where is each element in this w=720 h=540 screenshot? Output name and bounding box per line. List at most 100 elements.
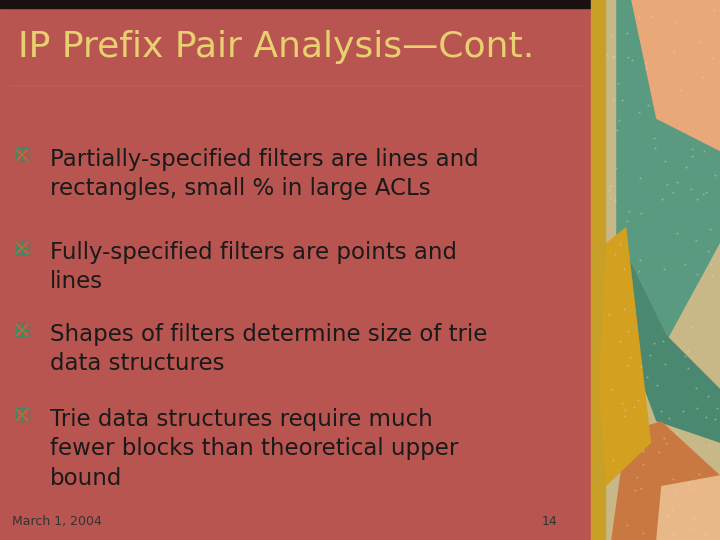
Point	[621, 521, 633, 529]
Bar	[591, 0, 606, 540]
Point	[649, 143, 661, 152]
Point	[680, 163, 692, 172]
Polygon shape	[616, 0, 720, 351]
Point	[677, 406, 688, 415]
Point	[708, 5, 720, 14]
Point	[709, 415, 720, 423]
Polygon shape	[611, 421, 720, 540]
Point	[623, 207, 634, 215]
Point	[636, 529, 648, 537]
Point	[618, 264, 630, 273]
Point	[644, 351, 655, 360]
Point	[663, 414, 675, 422]
Point	[667, 506, 678, 515]
Point	[697, 190, 708, 198]
Point	[692, 194, 703, 203]
Point	[658, 264, 670, 273]
Point	[616, 399, 628, 407]
Point	[623, 53, 634, 62]
Point	[647, 12, 658, 21]
Point	[685, 323, 696, 332]
Point	[624, 353, 636, 361]
Point	[706, 259, 717, 268]
Bar	[16, 408, 29, 421]
Bar	[0, 0, 720, 8]
Point	[611, 125, 623, 134]
Text: Partially-specified filters are lines and
rectangles, small % in large ACLs: Partially-specified filters are lines an…	[50, 148, 479, 200]
Point	[667, 475, 679, 483]
Point	[621, 217, 633, 226]
Point	[642, 373, 653, 381]
Point	[648, 133, 660, 142]
Point	[635, 362, 647, 370]
Point	[633, 267, 644, 276]
Point	[613, 116, 625, 124]
Point	[662, 512, 673, 521]
Point	[656, 407, 667, 415]
Point	[603, 310, 614, 319]
Point	[690, 269, 702, 278]
Text: IP Prefix Pair Analysis—Cont.: IP Prefix Pair Analysis—Cont.	[18, 30, 534, 64]
Point	[637, 447, 649, 456]
Point	[634, 173, 646, 182]
Point	[626, 56, 637, 64]
Point	[604, 194, 616, 202]
Point	[657, 336, 669, 345]
Point	[606, 32, 617, 40]
Point	[671, 429, 683, 437]
Point	[659, 157, 670, 165]
Point	[614, 336, 626, 345]
Point	[683, 363, 694, 372]
Point	[693, 38, 705, 46]
Polygon shape	[599, 227, 651, 486]
Point	[704, 225, 716, 233]
Point	[682, 480, 693, 488]
Text: Fully-specified filters are points and
lines: Fully-specified filters are points and l…	[50, 241, 457, 293]
Point	[661, 180, 672, 188]
Point	[618, 411, 629, 420]
Point	[685, 184, 697, 193]
Point	[701, 188, 712, 197]
Bar	[16, 241, 29, 254]
Point	[668, 47, 680, 56]
Point	[670, 489, 682, 497]
Polygon shape	[616, 243, 720, 443]
Point	[608, 52, 619, 60]
Point	[687, 484, 698, 492]
Point	[633, 107, 644, 116]
Point	[690, 236, 702, 245]
Point	[667, 188, 679, 197]
Point	[659, 359, 670, 368]
Bar	[601, 0, 720, 540]
Point	[682, 347, 693, 355]
Text: Trie data structures require much
fewer blocks than theoretical upper
bound: Trie data structures require much fewer …	[50, 408, 459, 490]
Point	[606, 384, 617, 393]
Point	[652, 381, 663, 390]
Point	[667, 530, 679, 538]
Point	[608, 456, 619, 464]
Point	[636, 483, 647, 492]
Point	[629, 485, 641, 494]
Point	[635, 208, 647, 217]
Point	[604, 181, 616, 190]
Point	[621, 360, 632, 369]
Point	[607, 95, 618, 104]
Bar	[16, 323, 29, 336]
Point	[601, 51, 613, 60]
Point	[653, 448, 665, 456]
Polygon shape	[631, 0, 720, 151]
Point	[634, 255, 646, 264]
Point	[675, 86, 686, 94]
Point	[672, 229, 683, 238]
Point	[680, 352, 691, 361]
Point	[708, 171, 720, 179]
Point	[687, 152, 698, 160]
Point	[633, 13, 644, 22]
Point	[632, 395, 644, 404]
Text: 14: 14	[541, 515, 557, 528]
Point	[702, 246, 714, 255]
Point	[672, 178, 683, 187]
Point	[706, 271, 718, 280]
Point	[690, 383, 702, 392]
Point	[616, 96, 628, 104]
